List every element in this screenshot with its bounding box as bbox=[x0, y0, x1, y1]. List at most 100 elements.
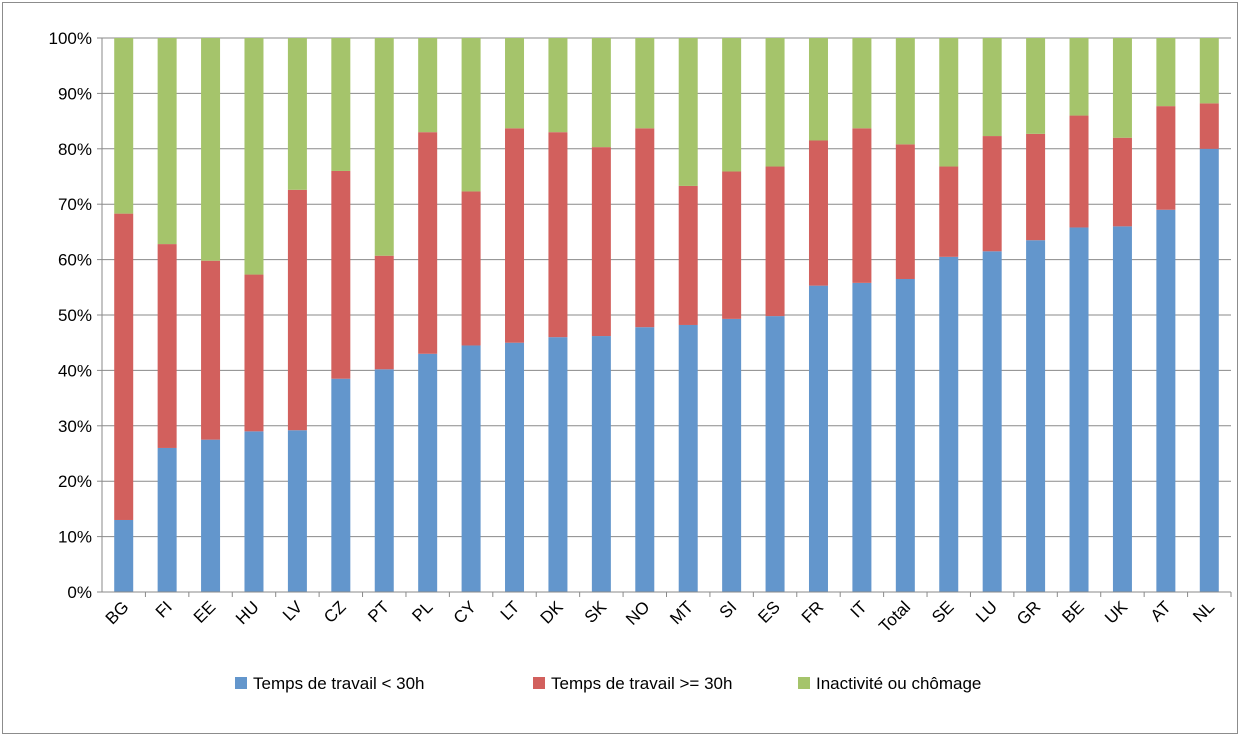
bar-segment-si-series-1 bbox=[722, 171, 742, 319]
bar-segment-lu-series-1 bbox=[982, 136, 1002, 252]
legend-swatch-1 bbox=[533, 677, 545, 689]
bar-segment-it-series-0 bbox=[852, 282, 872, 592]
bar-segment-it-series-2 bbox=[852, 38, 872, 129]
y-tick-label: 0% bbox=[67, 583, 92, 602]
legend: Temps de travail < 30h Temps de travail >… bbox=[235, 674, 981, 693]
stacked-bar-chart: 0% 10% 20% 30% 40% 50% 60% 70% 80% 90% 100% BG FI EE H… bbox=[49, 29, 1232, 693]
x-tick-label: PT bbox=[364, 597, 393, 626]
bar-segment-be-series-2 bbox=[1069, 38, 1089, 116]
bar-segment-dk-series-1 bbox=[548, 132, 568, 338]
bar-segment-nl-series-2 bbox=[1199, 38, 1219, 104]
bar-segment-fi-series-2 bbox=[157, 38, 177, 245]
bar-segment-be-series-0 bbox=[1069, 227, 1089, 592]
bar-segment-fi-series-1 bbox=[157, 244, 177, 448]
x-tick-label: SE bbox=[928, 597, 957, 626]
bar-segment-it-series-1 bbox=[852, 128, 872, 283]
bar-segment-lv-series-1 bbox=[287, 189, 307, 431]
bar-segment-es-series-0 bbox=[765, 316, 785, 592]
bar-segment-at-series-0 bbox=[1156, 209, 1176, 593]
bar-segment-ee-series-0 bbox=[201, 439, 221, 592]
bar-segment-pt-series-2 bbox=[374, 38, 394, 256]
bar-segment-at-series-1 bbox=[1156, 106, 1176, 210]
y-tick-label: 90% bbox=[58, 84, 92, 103]
bar-segment-sk-series-1 bbox=[591, 147, 611, 337]
x-tick-label: PL bbox=[408, 597, 436, 625]
bar-segment-uk-series-0 bbox=[1112, 226, 1132, 593]
bars bbox=[114, 38, 1219, 593]
x-tick-label: MT bbox=[666, 597, 697, 628]
y-tick-label: 70% bbox=[58, 195, 92, 214]
bar-segment-pt-series-1 bbox=[374, 255, 394, 370]
x-tick-label: NL bbox=[1189, 597, 1218, 626]
bar-segment-si-series-0 bbox=[722, 318, 742, 592]
bar-segment-hu-series-0 bbox=[244, 431, 264, 592]
bar-segment-lu-series-2 bbox=[982, 38, 1002, 137]
y-tick-label: 30% bbox=[58, 417, 92, 436]
y-tick-label: 20% bbox=[58, 472, 92, 491]
x-tick-label: SI bbox=[716, 597, 741, 622]
bar-segment-dk-series-0 bbox=[548, 337, 568, 592]
bar-segment-total-series-2 bbox=[895, 38, 915, 145]
bar-segment-mt-series-0 bbox=[678, 324, 698, 592]
x-tick-label: FR bbox=[798, 597, 827, 626]
bar-segment-hu-series-2 bbox=[244, 38, 264, 275]
legend-swatch-0 bbox=[235, 677, 247, 689]
bar-segment-lt-series-2 bbox=[505, 38, 525, 129]
bar-segment-cz-series-0 bbox=[331, 378, 351, 592]
bar-segment-fr-series-2 bbox=[808, 38, 828, 141]
bar-segment-gr-series-2 bbox=[1026, 38, 1046, 134]
x-tick-label: GR bbox=[1013, 597, 1044, 628]
legend-label-1: Temps de travail >= 30h bbox=[551, 674, 732, 693]
bar-segment-pl-series-2 bbox=[418, 38, 438, 133]
bar-segment-be-series-1 bbox=[1069, 115, 1089, 228]
bar-segment-hu-series-1 bbox=[244, 274, 264, 432]
x-tick-label: NO bbox=[622, 597, 653, 628]
bar-segment-se-series-1 bbox=[939, 166, 959, 257]
bar-segment-fr-series-0 bbox=[808, 285, 828, 592]
bar-segment-lt-series-0 bbox=[505, 342, 525, 592]
x-tick-label: HU bbox=[232, 597, 263, 628]
bar-segment-mt-series-1 bbox=[678, 185, 698, 325]
bar-segment-sk-series-2 bbox=[591, 38, 611, 148]
bar-segment-fi-series-0 bbox=[157, 447, 177, 592]
x-tick-label: UK bbox=[1101, 597, 1132, 628]
bar-segment-no-series-2 bbox=[635, 38, 655, 129]
y-tick-label: 50% bbox=[58, 306, 92, 325]
bar-segment-lt-series-1 bbox=[505, 128, 525, 343]
x-tick-label: CZ bbox=[320, 597, 349, 626]
x-tick-label: BG bbox=[102, 597, 133, 628]
bar-segment-lv-series-2 bbox=[287, 38, 307, 190]
bar-segment-gr-series-0 bbox=[1026, 240, 1046, 592]
bar-segment-cy-series-1 bbox=[461, 191, 481, 346]
bar-segment-lv-series-0 bbox=[287, 430, 307, 592]
x-tick-label: ES bbox=[754, 597, 783, 626]
bar-segment-cz-series-2 bbox=[331, 38, 351, 171]
bar-segment-cz-series-1 bbox=[331, 170, 351, 379]
grid-lines bbox=[102, 37, 1231, 538]
bar-segment-no-series-0 bbox=[635, 327, 655, 592]
x-tick-label: FI bbox=[152, 597, 176, 621]
bar-segment-dk-series-2 bbox=[548, 38, 568, 133]
bar-segment-si-series-2 bbox=[722, 38, 742, 172]
bar-segment-bg-series-1 bbox=[114, 213, 134, 520]
bar-segment-pl-series-0 bbox=[418, 353, 438, 592]
bar-segment-ee-series-1 bbox=[201, 260, 221, 440]
x-tick-label: LU bbox=[972, 597, 1001, 626]
x-tick-label: LV bbox=[279, 597, 307, 625]
bar-segment-es-series-1 bbox=[765, 166, 785, 317]
y-tick-label: 80% bbox=[58, 140, 92, 159]
x-tick-label: IT bbox=[847, 597, 871, 621]
bar-segment-bg-series-0 bbox=[114, 519, 134, 592]
bar-segment-bg-series-2 bbox=[114, 38, 134, 214]
y-tick-label: 100% bbox=[49, 29, 92, 48]
bar-segment-pl-series-1 bbox=[418, 132, 438, 354]
bar-segment-cy-series-2 bbox=[461, 38, 481, 192]
bar-segment-total-series-0 bbox=[895, 278, 915, 592]
legend-label-0: Temps de travail < 30h bbox=[253, 674, 425, 693]
y-tick-label: 40% bbox=[58, 361, 92, 380]
bar-segment-se-series-2 bbox=[939, 38, 959, 167]
x-tick-label: LT bbox=[497, 597, 524, 624]
x-tick-label: Total bbox=[875, 597, 914, 636]
x-tick-label: DK bbox=[537, 597, 568, 628]
